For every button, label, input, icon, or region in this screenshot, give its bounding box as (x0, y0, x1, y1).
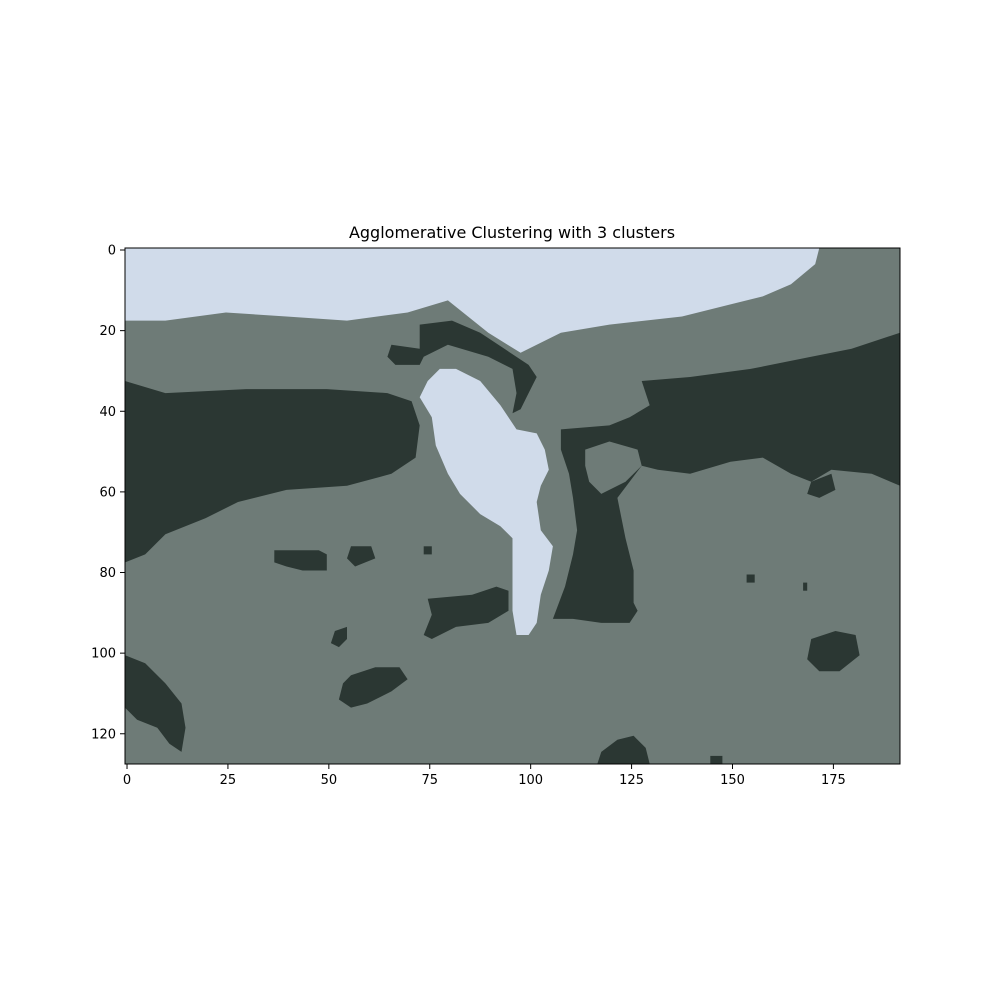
cluster-1-region (274, 550, 327, 571)
y-tick-label: 80 (99, 566, 116, 581)
x-tick-label: 150 (720, 773, 745, 788)
y-tick-label: 100 (91, 647, 116, 662)
cluster-2-region (125, 248, 820, 353)
cluster-1-region (387, 320, 537, 414)
y-tick-label: 120 (91, 727, 116, 742)
y-tick-label: 40 (99, 405, 116, 420)
cluster-0-region (585, 441, 642, 494)
cluster-1-region (597, 735, 650, 764)
cluster-regions (125, 248, 900, 764)
chart-title: Agglomerative Clustering with 3 clusters (349, 223, 675, 242)
y-axis: 0 20 40 60 80 100 120 (91, 244, 125, 742)
plot-area (125, 248, 900, 764)
x-tick-label: 50 (321, 773, 338, 788)
cluster-2-region (419, 368, 553, 635)
y-tick-label: 20 (99, 324, 116, 339)
cluster-1-region (710, 755, 723, 764)
x-tick-label: 175 (821, 773, 846, 788)
cluster-1-region (807, 473, 836, 498)
cluster-1-region (423, 546, 432, 555)
cluster-1-region (423, 586, 509, 639)
x-tick-label: 75 (421, 773, 438, 788)
cluster-1-region (125, 381, 420, 563)
y-tick-label: 0 (108, 244, 116, 259)
y-tick-label: 60 (99, 485, 116, 500)
cluster-1-region (746, 574, 755, 583)
x-tick-label: 0 (123, 773, 131, 788)
x-tick-label: 125 (619, 773, 644, 788)
x-axis: 0 25 50 75 100 125 150 175 (123, 764, 846, 788)
cluster-1-region (803, 582, 808, 591)
x-tick-label: 25 (220, 773, 237, 788)
cluster-1-region (125, 655, 186, 752)
axes-frame (124, 247, 901, 765)
cluster-1-region (347, 546, 376, 567)
cluster-1-region (807, 631, 860, 672)
cluster-1-region (552, 332, 900, 623)
cluster-1-region (330, 626, 347, 648)
cluster-1-region (338, 667, 408, 708)
x-tick-label: 100 (518, 773, 543, 788)
